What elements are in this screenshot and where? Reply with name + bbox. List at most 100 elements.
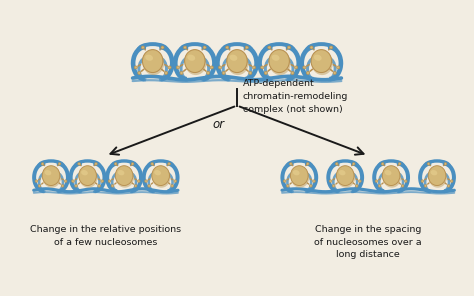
Ellipse shape xyxy=(329,180,332,182)
Ellipse shape xyxy=(185,51,206,75)
Ellipse shape xyxy=(269,51,291,75)
Ellipse shape xyxy=(428,166,446,186)
Ellipse shape xyxy=(269,50,290,73)
Ellipse shape xyxy=(261,66,264,69)
Ellipse shape xyxy=(286,185,289,187)
Ellipse shape xyxy=(174,180,177,182)
Ellipse shape xyxy=(421,180,424,182)
Ellipse shape xyxy=(154,170,161,175)
Ellipse shape xyxy=(38,185,41,187)
Ellipse shape xyxy=(291,167,310,188)
Ellipse shape xyxy=(332,185,335,187)
Ellipse shape xyxy=(64,180,67,182)
Ellipse shape xyxy=(145,180,147,182)
Text: Change in the relative positions
of a few nucleosomes: Change in the relative positions of a fe… xyxy=(30,225,182,247)
Ellipse shape xyxy=(306,163,309,165)
Ellipse shape xyxy=(333,72,336,75)
Ellipse shape xyxy=(95,163,97,165)
Ellipse shape xyxy=(101,180,103,182)
Ellipse shape xyxy=(245,46,248,49)
Ellipse shape xyxy=(310,185,312,187)
Ellipse shape xyxy=(118,170,124,175)
Ellipse shape xyxy=(272,54,280,61)
Ellipse shape xyxy=(401,185,404,187)
Ellipse shape xyxy=(184,50,205,73)
Ellipse shape xyxy=(337,167,355,188)
Ellipse shape xyxy=(111,185,114,187)
Ellipse shape xyxy=(45,170,51,175)
Ellipse shape xyxy=(148,185,150,187)
Ellipse shape xyxy=(75,185,77,187)
Ellipse shape xyxy=(444,163,447,165)
Ellipse shape xyxy=(168,163,171,165)
Ellipse shape xyxy=(337,166,354,186)
Ellipse shape xyxy=(161,46,164,49)
Ellipse shape xyxy=(336,163,338,165)
Ellipse shape xyxy=(143,50,163,73)
Ellipse shape xyxy=(131,163,134,165)
Ellipse shape xyxy=(227,51,248,75)
Ellipse shape xyxy=(339,170,346,175)
Ellipse shape xyxy=(114,163,117,165)
Ellipse shape xyxy=(183,46,187,49)
Ellipse shape xyxy=(385,170,392,175)
Ellipse shape xyxy=(203,46,206,49)
Ellipse shape xyxy=(352,163,355,165)
Ellipse shape xyxy=(311,51,333,75)
Ellipse shape xyxy=(137,180,140,182)
Ellipse shape xyxy=(78,163,81,165)
Ellipse shape xyxy=(303,66,306,69)
Ellipse shape xyxy=(329,46,333,49)
Ellipse shape xyxy=(210,66,213,69)
Ellipse shape xyxy=(383,166,400,186)
Ellipse shape xyxy=(61,185,64,187)
Ellipse shape xyxy=(116,167,134,188)
Ellipse shape xyxy=(249,72,252,75)
Ellipse shape xyxy=(141,46,145,49)
Ellipse shape xyxy=(358,180,361,182)
Ellipse shape xyxy=(294,66,298,69)
Ellipse shape xyxy=(404,180,407,182)
Ellipse shape xyxy=(134,66,137,69)
Ellipse shape xyxy=(283,180,286,182)
Ellipse shape xyxy=(311,50,331,73)
Ellipse shape xyxy=(164,72,168,75)
Ellipse shape xyxy=(428,167,447,188)
Ellipse shape xyxy=(152,166,170,186)
Ellipse shape xyxy=(222,72,225,75)
Ellipse shape xyxy=(98,185,100,187)
Ellipse shape xyxy=(293,170,300,175)
Ellipse shape xyxy=(264,72,267,75)
Ellipse shape xyxy=(143,51,164,75)
Ellipse shape xyxy=(229,54,237,61)
Ellipse shape xyxy=(252,66,255,69)
Ellipse shape xyxy=(424,185,427,187)
Ellipse shape xyxy=(108,180,111,182)
Ellipse shape xyxy=(138,72,141,75)
Ellipse shape xyxy=(43,167,61,188)
Ellipse shape xyxy=(381,163,384,165)
Ellipse shape xyxy=(427,163,430,165)
Ellipse shape xyxy=(81,170,88,175)
Ellipse shape xyxy=(168,66,171,69)
Ellipse shape xyxy=(291,166,308,186)
Ellipse shape xyxy=(72,180,74,182)
Ellipse shape xyxy=(375,180,378,182)
Ellipse shape xyxy=(187,54,195,61)
Ellipse shape xyxy=(134,185,137,187)
Ellipse shape xyxy=(79,166,96,186)
Ellipse shape xyxy=(41,163,44,165)
Ellipse shape xyxy=(180,72,183,75)
Ellipse shape xyxy=(145,54,153,61)
Ellipse shape xyxy=(310,46,313,49)
Ellipse shape xyxy=(291,72,294,75)
Ellipse shape xyxy=(312,180,315,182)
Ellipse shape xyxy=(356,185,358,187)
Text: ATP-dependent
chromatin-remodeling
complex (not shown): ATP-dependent chromatin-remodeling compl… xyxy=(243,79,348,114)
Ellipse shape xyxy=(378,185,381,187)
Ellipse shape xyxy=(207,72,210,75)
Ellipse shape xyxy=(115,166,133,186)
Text: or: or xyxy=(212,118,224,131)
Ellipse shape xyxy=(226,46,229,49)
Ellipse shape xyxy=(79,167,98,188)
